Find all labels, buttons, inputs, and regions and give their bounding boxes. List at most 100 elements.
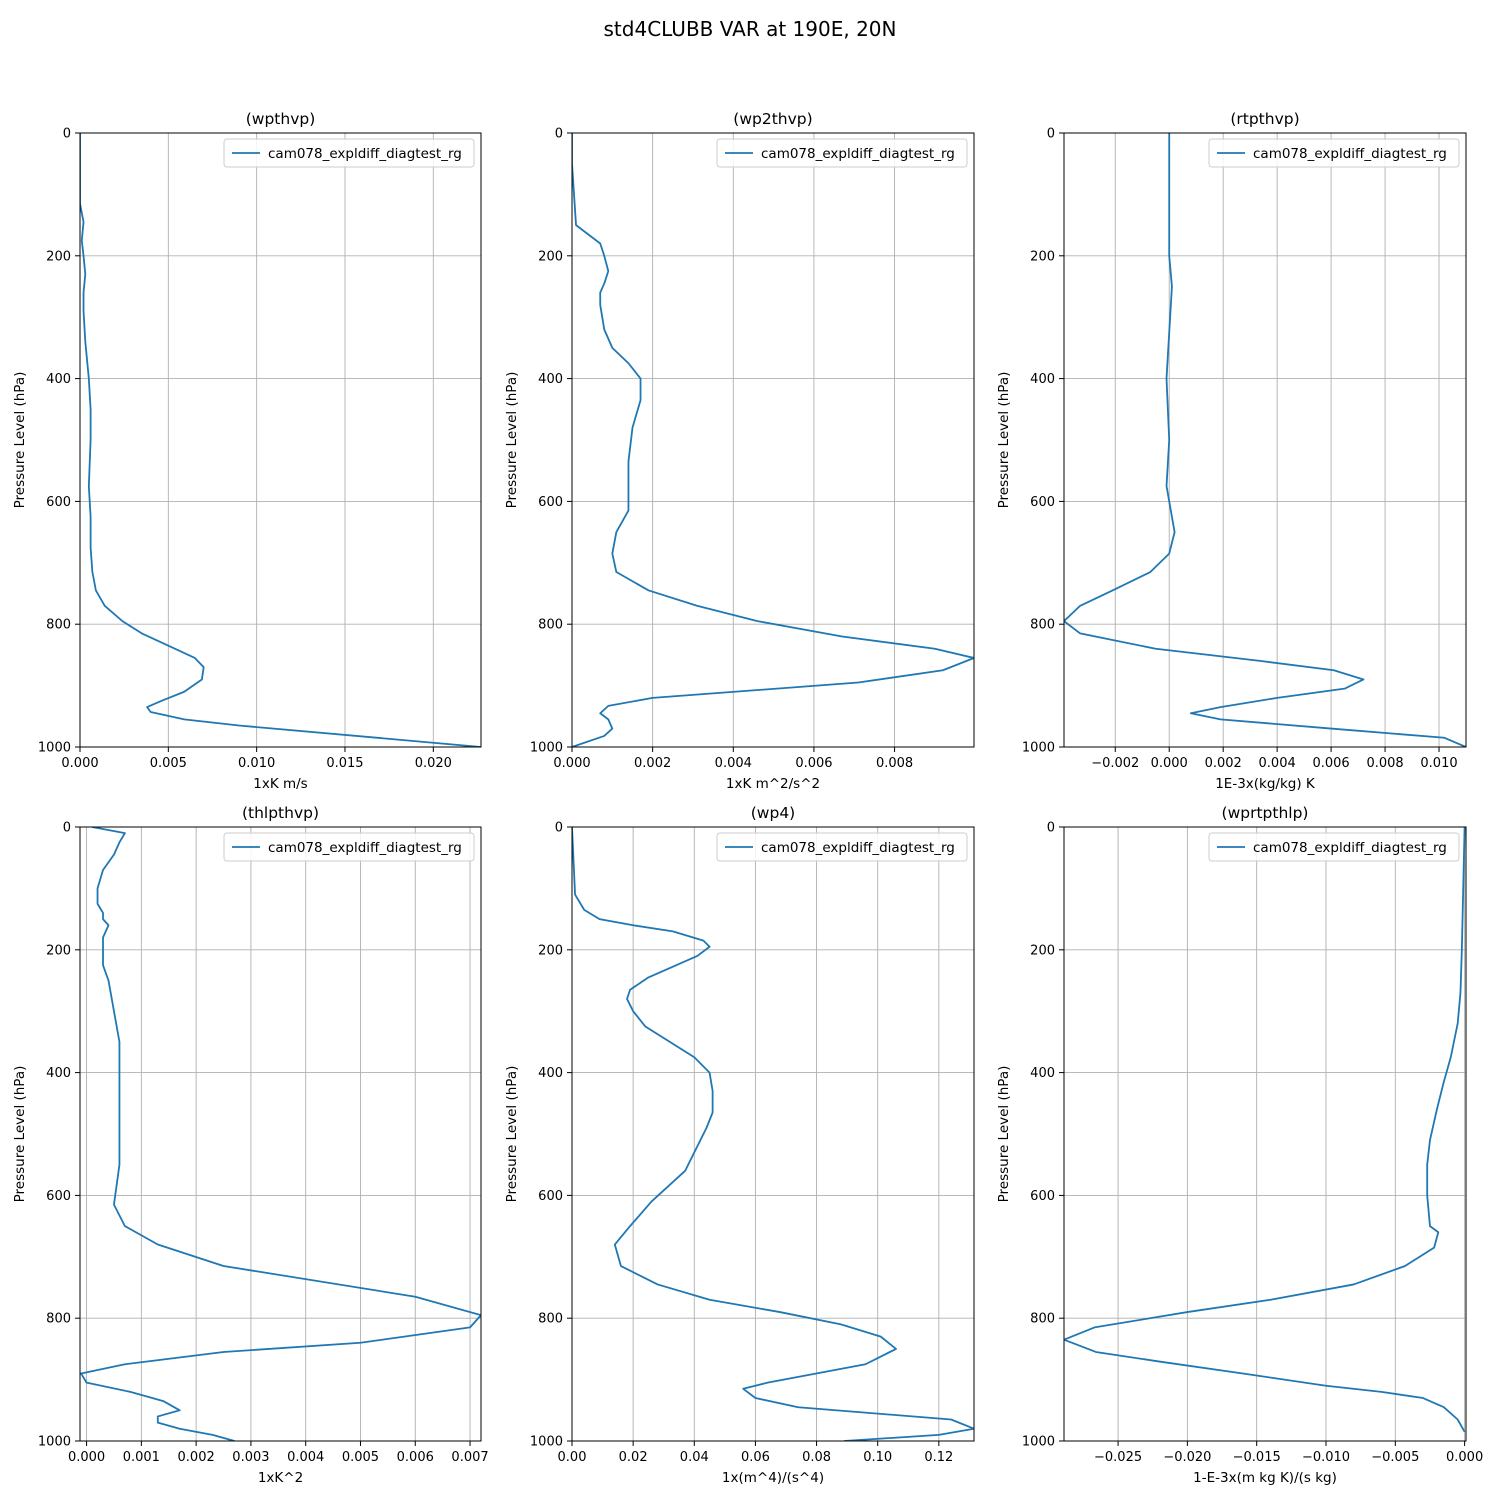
y-tick-label: 200 [46,249,71,264]
x-tick-label: 0.002 [178,1450,215,1465]
y-tick-label: 200 [538,943,563,958]
series-line [1064,827,1466,1433]
legend: cam078_expldiff_diagtest_rg [223,138,475,168]
x-tick-label: −0.005 [1371,1450,1419,1465]
y-tick-label: 400 [46,372,71,387]
y-tick-label: 200 [46,943,71,958]
x-tick-label: 0.10 [863,1450,892,1465]
y-tick-label: 1000 [38,741,71,756]
y-tick-label: 1000 [530,741,563,756]
subplot-title: (rtpthvp) [1230,110,1299,128]
subplot-title: (thlpthvp) [242,804,319,822]
legend-label: cam078_expldiff_diagtest_rg [268,840,462,856]
subplot-title: (wpthvp) [246,110,316,128]
x-tick-label: 0.02 [619,1450,648,1465]
series-line [572,133,974,747]
x-axis-label: 1E-3x(kg/kg) K [1215,776,1316,792]
y-tick-label: 800 [538,618,563,633]
y-tick-label: 0 [63,127,71,142]
legend-label: cam078_expldiff_diagtest_rg [1253,840,1447,856]
x-tick-label: 0.000 [1446,1450,1483,1465]
legend-box [716,138,968,168]
y-tick-label: 0 [63,821,71,836]
series-line [80,827,481,1441]
x-tick-label: 0.007 [451,1450,488,1465]
axes-frame [1063,826,1467,1442]
y-tick-label: 1000 [1022,1435,1055,1450]
y-tick-label: 600 [538,1189,563,1204]
x-tick-label: 0.000 [1151,756,1188,771]
y-axis-label: Pressure Level (hPa) [12,372,28,509]
axes-frame [571,826,975,1442]
x-tick-label: −0.015 [1233,1450,1281,1465]
y-axis-label: Pressure Level (hPa) [996,372,1012,509]
y-tick-label: 800 [1030,618,1055,633]
y-tick-label: 400 [538,372,563,387]
legend: cam078_expldiff_diagtest_rg [1208,832,1460,862]
axes-frame [1063,132,1467,748]
x-tick-label: 0.001 [123,1450,160,1465]
series-line [80,133,481,747]
y-tick-label: 400 [538,1066,563,1081]
x-tick-label: 0.000 [61,756,98,771]
y-tick-label: 1000 [1022,741,1055,756]
y-axis-label: Pressure Level (hPa) [504,372,520,509]
y-tick-label: 0 [555,127,563,142]
y-tick-label: 800 [46,1312,71,1327]
axes-frame [79,132,482,748]
legend-box [1208,138,1460,168]
y-tick-label: 400 [1030,1066,1055,1081]
y-tick-label: 0 [555,821,563,836]
x-tick-label: 0.000 [68,1450,105,1465]
x-tick-label: 0.015 [326,756,363,771]
y-axis-label: Pressure Level (hPa) [504,1066,520,1203]
x-tick-label: 0.002 [1205,756,1242,771]
x-tick-label: 0.003 [232,1450,269,1465]
axes-frame [79,826,482,1442]
figure-title: std4CLUBB VAR at 190E, 20N [604,17,897,41]
legend-label: cam078_expldiff_diagtest_rg [268,146,462,162]
y-tick-label: 200 [1030,943,1055,958]
y-tick-label: 600 [46,495,71,510]
x-tick-label: −0.020 [1163,1450,1211,1465]
x-tick-label: −0.010 [1302,1450,1350,1465]
x-axis-label: 1xK m/s [253,776,307,792]
y-tick-label: 600 [46,1189,71,1204]
y-tick-label: 200 [538,249,563,264]
series-line [1064,133,1466,747]
y-tick-label: 400 [46,1066,71,1081]
x-tick-label: 0.006 [397,1450,434,1465]
x-tick-label: 0.004 [1259,756,1296,771]
y-axis-label: Pressure Level (hPa) [12,1066,28,1203]
legend-label: cam078_expldiff_diagtest_rg [761,840,955,856]
x-tick-label: 0.06 [741,1450,770,1465]
legend-box [716,832,968,862]
y-tick-label: 1000 [38,1435,71,1450]
x-tick-label: 0.010 [1420,756,1457,771]
x-axis-label: 1x(m^4)/(s^4) [722,1470,824,1486]
x-tick-label: 0.004 [287,1450,324,1465]
subplot-6: −0.025 −0.020 −0.015 −0.010 −0.005 0.000 0 200 4… [996,804,1483,1486]
x-axis-label: 1xK m^2/s^2 [726,776,820,792]
y-tick-label: 600 [1030,495,1055,510]
y-tick-label: 0 [1047,821,1055,836]
x-axis-label: 1xK^2 [258,1470,303,1486]
x-tick-label: 0.020 [415,756,452,771]
y-tick-label: 200 [1030,249,1055,264]
axes-frame [571,132,975,748]
x-tick-label: 0.005 [150,756,187,771]
subplot-4: 0.000 0.001 0.002 0.003 0.004 0.005 0.006 0.007… [12,804,489,1486]
subplot-2: 0.000 0.002 0.004 0.006 0.008 0 200 400 600 800 10… [504,110,975,792]
subplot-title: (wp2thvp) [733,110,812,128]
y-tick-label: 800 [538,1312,563,1327]
x-tick-label: 0.008 [1366,756,1403,771]
subplot-title: (wp4) [751,804,795,822]
subplot-1: 0.000 0.005 0.010 0.015 0.020 0 200 400 600 800 10… [12,110,482,792]
legend-box [223,832,475,862]
legend-label: cam078_expldiff_diagtest_rg [1253,146,1447,162]
legend-label: cam078_expldiff_diagtest_rg [761,146,955,162]
x-tick-label: 0.000 [553,756,590,771]
x-tick-label: 0.04 [680,1450,709,1465]
x-tick-label: 0.08 [802,1450,831,1465]
